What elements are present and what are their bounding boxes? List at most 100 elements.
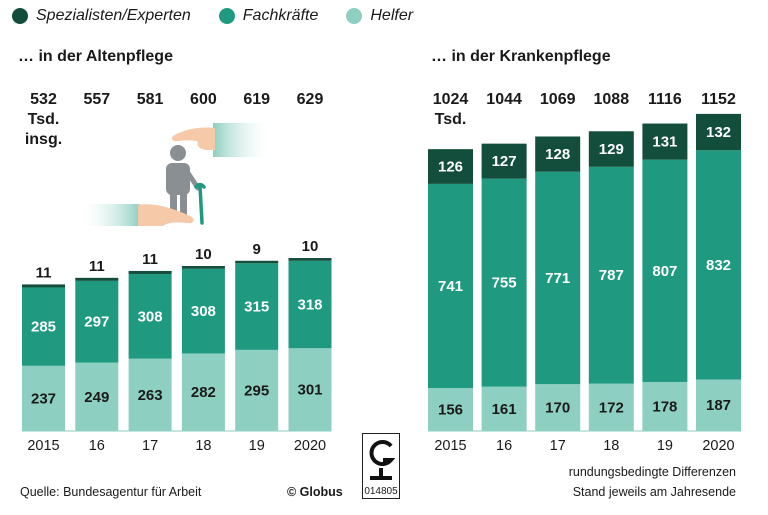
altenpflege-bar-2015-2: [22, 284, 65, 288]
altenpflege-label-2015-0: 237: [31, 390, 56, 407]
krankenpflege-bar-17-0: [535, 384, 581, 431]
caring-hands-elderly-person-icon: [78, 118, 278, 243]
krankenpflege-total-2020: 1152: [701, 91, 736, 108]
krankenpflege-bar-2015-0: [428, 388, 473, 431]
altenpflege-bar-19-2: [235, 260, 279, 264]
krankenpflege-label-16-1: 755: [492, 275, 517, 292]
krankenpflege-label-19-2: 131: [652, 134, 677, 151]
krankenpflege-label-19-1: 807: [652, 263, 677, 280]
legend-label-helfer: Helfer: [370, 7, 414, 24]
krankenpflege-total-19: 1116: [648, 91, 682, 108]
altenpflege-bar-2020-0: [288, 348, 332, 431]
copyright-note: © Globus: [287, 485, 343, 499]
krankenpflege-bar-2020-1: [696, 150, 741, 380]
krankenpflege-label-2015-0: 156: [438, 402, 463, 419]
altenpflege-tick-17: 17: [142, 438, 158, 454]
krankenpflege-bar-19-0: [642, 381, 688, 431]
altenpflege-bar-16-2: [75, 277, 119, 281]
krankenpflege-bar-18-2: [588, 131, 634, 167]
altenpflege-total-17: 581: [137, 91, 164, 108]
altenpflege-bar-19-0: [235, 349, 279, 431]
altenpflege-label-spez-17: 11: [142, 251, 158, 268]
altenpflege-total-2020: 629: [297, 91, 324, 108]
krankenpflege-bar-2020-2: [696, 113, 741, 151]
krankenpflege-label-2020-0: 187: [706, 397, 731, 414]
krankenpflege-bar-16-1: [481, 178, 527, 387]
krankenpflege-total-18: 1088: [594, 91, 630, 108]
krankenpflege-tick-17: 17: [550, 438, 566, 454]
krankenpflege-label-16-0: 161: [492, 401, 517, 418]
altenpflege-label-2020-0: 301: [297, 382, 322, 399]
krankenpflege-tick-16: 16: [496, 438, 512, 454]
legend-item-fachkraefte: Fachkräfte: [218, 7, 319, 25]
altenpflege-label-16-1: 297: [84, 314, 109, 331]
altenpflege-label-18-1: 308: [191, 303, 216, 320]
krankenpflege-title: … in der Krankenpflege: [431, 48, 611, 65]
altenpflege-bar-18-1: [181, 268, 225, 354]
altenpflege-label-18-0: 282: [191, 384, 216, 401]
krankenpflege-bar-19-2: [642, 123, 688, 160]
altenpflege-bar-17-2: [128, 270, 172, 274]
legend-label-fachkraefte: Fachkräfte: [242, 7, 319, 24]
altenpflege-unit-0: Tsd.: [28, 111, 60, 128]
altenpflege-tick-18: 18: [195, 438, 211, 454]
krankenpflege-label-17-1: 771: [545, 270, 570, 287]
krankenpflege-label-2015-2: 126: [438, 159, 463, 176]
altenpflege-label-19-0: 295: [244, 382, 269, 399]
krankenpflege-label-18-0: 172: [599, 399, 624, 416]
altenpflege-bar-16-0: [75, 362, 119, 431]
krankenpflege-bar-2015-1: [428, 183, 473, 389]
altenpflege-label-2015-1: 285: [31, 319, 56, 336]
krankenpflege-tick-2015: 2015: [434, 438, 466, 454]
altenpflege-bar-2015-1: [22, 287, 65, 366]
altenpflege-unit-1: insg.: [25, 131, 62, 148]
krankenpflege-label-2020-2: 132: [706, 124, 731, 141]
altenpflege-bar-18-0: [181, 353, 225, 431]
altenpflege-label-spez-2020: 10: [302, 238, 319, 255]
altenpflege-bar-17-0: [128, 358, 172, 431]
krankenpflege-label-18-1: 787: [599, 267, 624, 284]
rounding-note: rundungsbedingte Differenzen: [568, 465, 736, 479]
altenpflege-tick-2015: 2015: [27, 438, 59, 454]
legend-swatch-spezialisten: [12, 8, 28, 24]
legend-label-spezialisten: Spezialisten/Experten: [36, 7, 191, 24]
date-note: Stand jeweils am Jahresende: [572, 485, 736, 499]
legend: Spezialisten/Experten Fachkräfte Helfer: [12, 6, 441, 26]
altenpflege-total-16: 557: [83, 91, 110, 108]
legend-swatch-fachkraefte: [218, 8, 235, 24]
krankenpflege-unit-0: Tsd.: [435, 111, 467, 128]
altenpflege-bar-2020-2: [288, 258, 332, 261]
altenpflege-bar-2020-1: [288, 260, 332, 349]
altenpflege-label-19-1: 315: [244, 299, 269, 316]
altenpflege-title: … in der Altenpflege: [18, 48, 173, 65]
krankenpflege-label-2020-1: 832: [706, 257, 731, 274]
legend-item-spezialisten: Spezialisten/Experten: [12, 7, 191, 25]
krankenpflege-label-17-2: 128: [545, 146, 570, 163]
krankenpflege-bar-16-2: [481, 143, 527, 179]
krankenpflege-label-2015-1: 741: [438, 278, 463, 295]
altenpflege-tick-16: 16: [89, 438, 105, 454]
altenpflege-total-19: 619: [243, 91, 270, 108]
krankenpflege-bar-19-1: [642, 159, 688, 382]
legend-swatch-helfer: [346, 8, 363, 24]
krankenpflege-bar-18-0: [588, 383, 634, 431]
krankenpflege-bar-16-0: [481, 386, 527, 431]
krankenpflege-label-17-0: 170: [545, 400, 570, 417]
altenpflege-label-spez-18: 10: [195, 246, 212, 263]
altenpflege-tick-19: 19: [249, 438, 265, 454]
krankenpflege-tick-2020: 2020: [702, 438, 734, 454]
krankenpflege-label-18-2: 129: [599, 141, 624, 158]
globus-logo: 014805: [362, 433, 400, 499]
altenpflege-label-17-1: 308: [138, 308, 163, 325]
altenpflege-bar-2015-0: [22, 365, 65, 431]
altenpflege-bar-17-1: [128, 273, 172, 359]
altenpflege-bar-18-2: [181, 266, 225, 269]
krankenpflege-label-16-2: 127: [492, 153, 517, 170]
krankenpflege-bar-17-2: [535, 136, 581, 172]
altenpflege-label-16-0: 249: [84, 389, 109, 406]
altenpflege-tick-2020: 2020: [294, 438, 326, 454]
krankenpflege-bar-17-1: [535, 171, 581, 385]
krankenpflege-label-19-0: 178: [652, 398, 677, 415]
krankenpflege-bar-2015-2: [428, 149, 473, 184]
altenpflege-total-18: 600: [190, 91, 217, 108]
